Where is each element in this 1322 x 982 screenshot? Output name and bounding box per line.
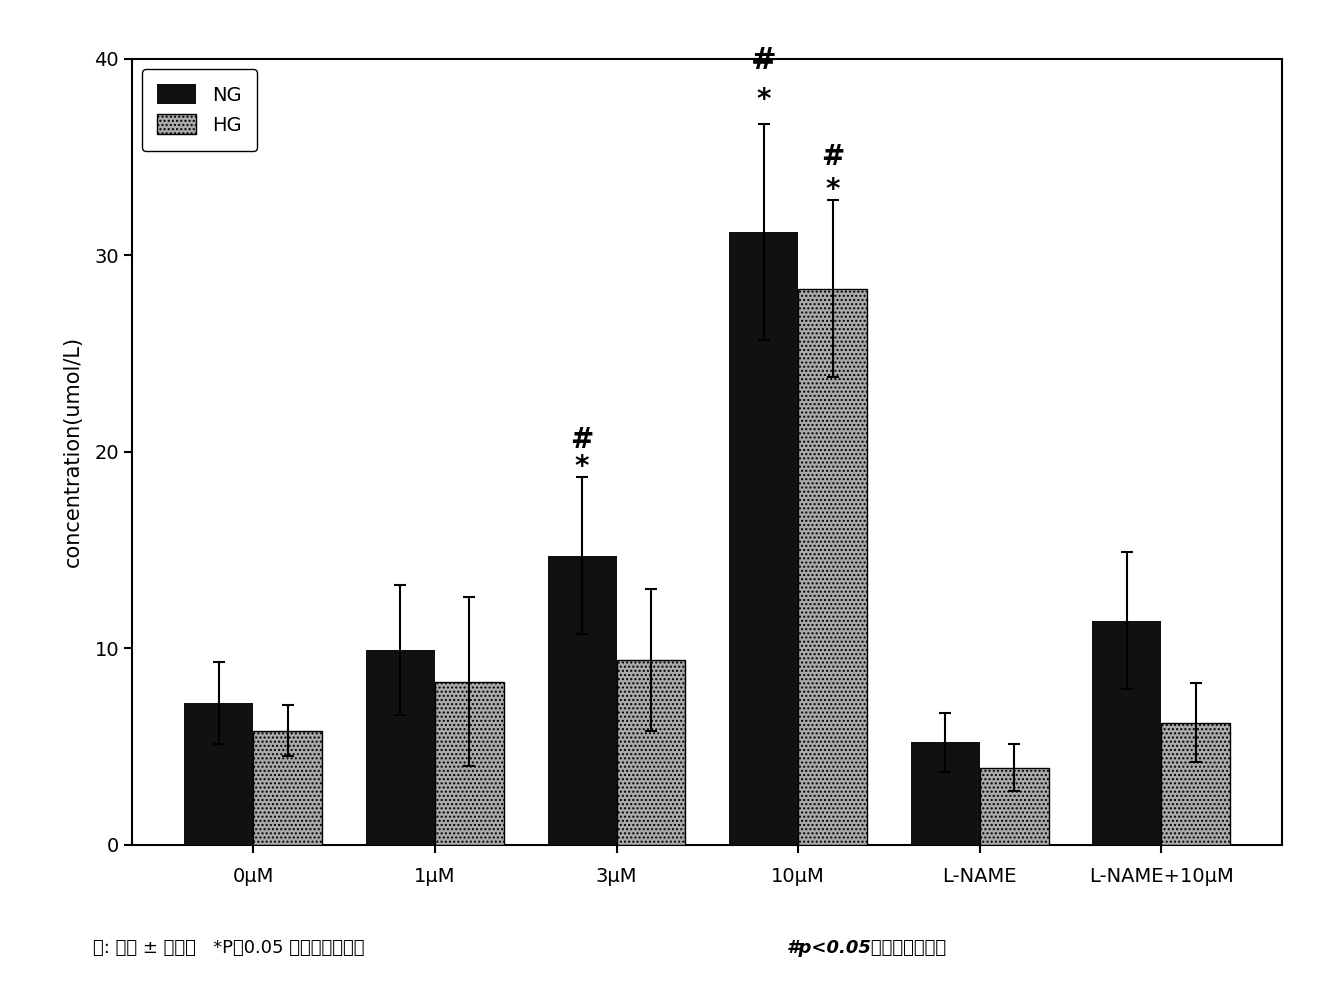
- Bar: [1161, 723, 1229, 845]
- Text: *: *: [825, 176, 839, 204]
- Text: #p<0.05与高糖对照比较: #p<0.05与高糖对照比较: [787, 940, 947, 957]
- Bar: [980, 768, 1048, 845]
- Bar: [435, 682, 504, 845]
- Text: *: *: [575, 453, 590, 481]
- Text: #: #: [570, 425, 594, 454]
- Text: 注: 均数 ± 标准误   *P＜0.05 与正常对照比较: 注: 均数 ± 标准误 *P＜0.05 与正常对照比较: [93, 940, 375, 957]
- Text: #: #: [821, 142, 845, 171]
- Bar: [616, 660, 686, 845]
- Bar: [254, 731, 323, 845]
- Bar: [911, 742, 980, 845]
- Y-axis label: concentration(umol/L): concentration(umol/L): [63, 336, 83, 568]
- Bar: [366, 650, 435, 845]
- Bar: [185, 703, 254, 845]
- Bar: [728, 232, 798, 845]
- Legend: NG, HG: NG, HG: [141, 69, 256, 150]
- Text: #: #: [751, 45, 776, 75]
- Bar: [547, 556, 616, 845]
- Bar: [798, 289, 867, 845]
- Text: *: *: [756, 85, 771, 114]
- Bar: [1092, 621, 1161, 845]
